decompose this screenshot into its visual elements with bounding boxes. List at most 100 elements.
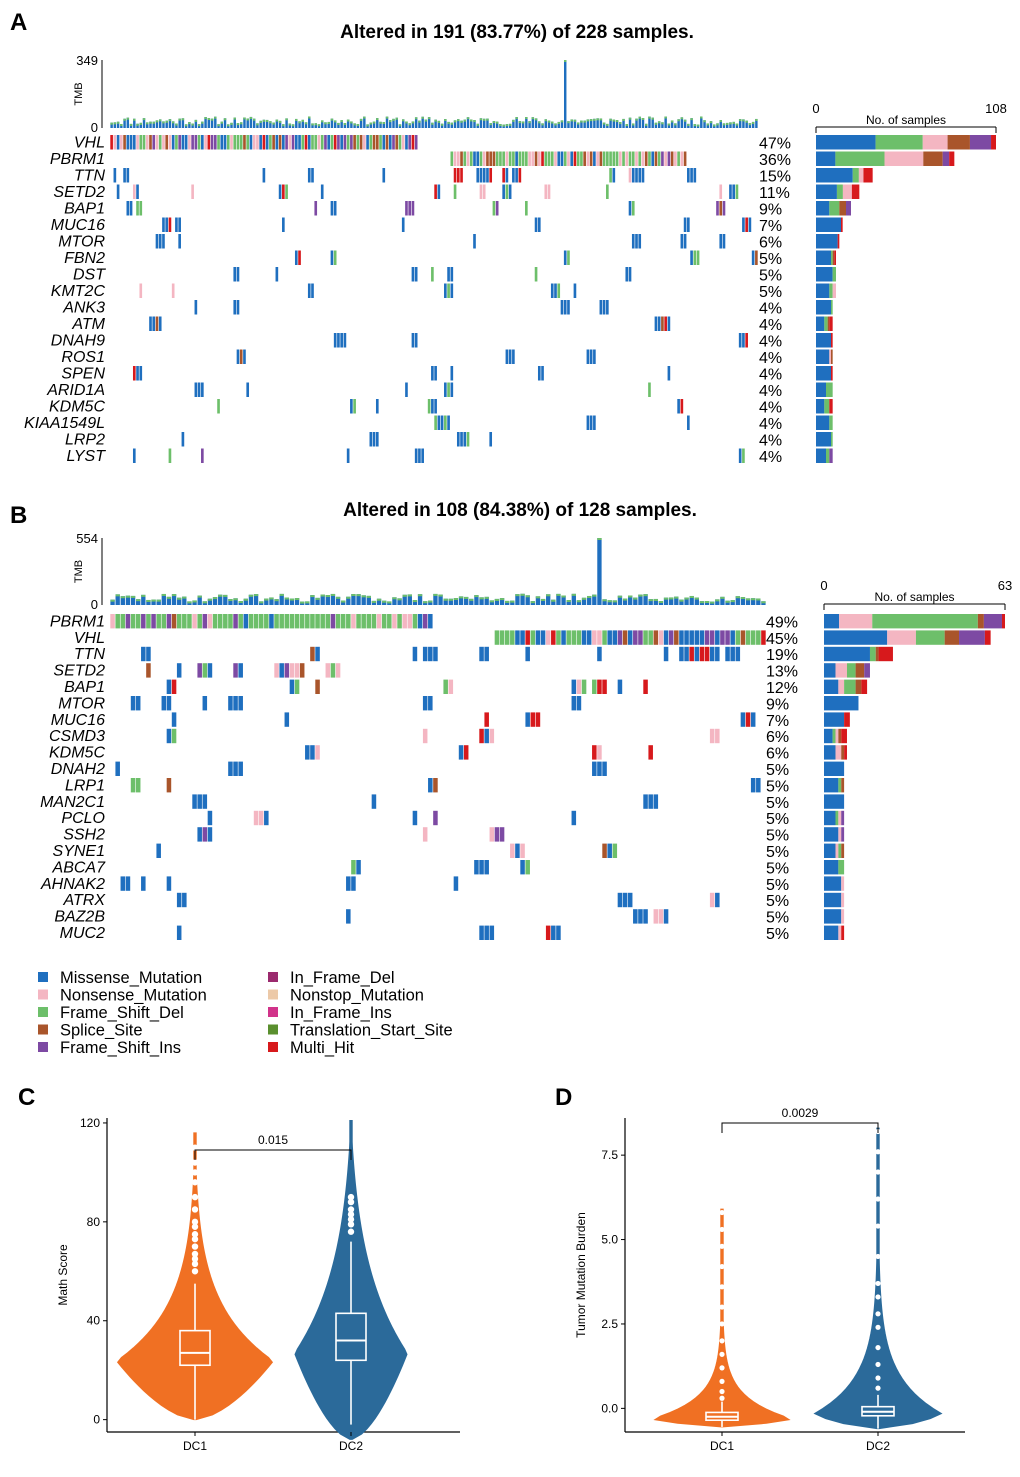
mutation-cell — [325, 663, 331, 678]
mutation-cell — [492, 201, 496, 216]
tmb-bar-cap — [476, 123, 479, 126]
mutation-cell — [162, 217, 165, 232]
sample-count-segment — [831, 366, 833, 381]
mutation-legend: Missense_MutationNonsense_MutationFrame_… — [38, 969, 453, 1057]
mutation-cell — [622, 630, 628, 645]
tmb-bar — [534, 118, 538, 128]
tmb-bar — [633, 597, 638, 605]
bar-axis-max: 108 — [985, 101, 1007, 116]
mutation-cell — [696, 250, 700, 265]
tmb-bar-cap — [130, 595, 136, 598]
sample-count-segment — [841, 909, 845, 924]
tmb-bar-cap — [171, 594, 177, 597]
tmb-bar — [324, 122, 327, 128]
tmb-bar-cap — [742, 119, 745, 122]
sample-count-segment — [841, 217, 843, 232]
mutation-cell — [489, 728, 495, 744]
tmb-bar-cap — [661, 122, 664, 125]
tmb-bar — [343, 123, 347, 128]
tmb-bar-cap — [761, 601, 766, 604]
tmb-bar — [521, 121, 525, 128]
tmb-bar — [376, 598, 382, 605]
tmb-bar — [648, 116, 651, 128]
x-tick-label: DC1 — [183, 1439, 207, 1453]
tmb-bar — [130, 595, 136, 605]
tmb-bar-cap — [233, 598, 238, 601]
mutation-cell — [535, 630, 541, 645]
tmb-bar-cap — [417, 594, 423, 597]
mutation-cell — [213, 135, 217, 150]
mutation-cell — [628, 267, 632, 282]
tmb-bar — [262, 119, 266, 128]
outlier-point — [191, 1268, 199, 1275]
mutation-cell — [361, 614, 366, 629]
mutation-cell — [223, 135, 227, 150]
mutation-cell — [638, 630, 643, 645]
tmb-bar — [619, 122, 622, 128]
tmb-bar — [564, 60, 567, 128]
mutation-cell — [602, 843, 607, 858]
mutation-cell — [745, 217, 748, 232]
mutation-cell — [628, 201, 632, 216]
mutation-cell — [453, 168, 457, 183]
tmb-bar — [175, 123, 178, 128]
tmb-bar — [321, 120, 324, 128]
tmb-bar — [389, 120, 392, 128]
mutation-cell — [129, 135, 133, 150]
mutation-cell — [540, 630, 546, 645]
sample-count-segment — [824, 909, 842, 924]
sample-count-segment — [838, 827, 842, 842]
y-tick-label: 40 — [87, 1314, 101, 1328]
tmb-bar — [457, 119, 460, 128]
mutation-cell — [375, 135, 379, 150]
mutation-cell — [233, 761, 238, 776]
gene-label: LRP2 — [65, 432, 105, 449]
mutation-cell — [525, 646, 530, 662]
mutation-cell — [654, 316, 658, 331]
gene-percent: 5% — [766, 860, 789, 877]
gene-label: SPEN — [61, 366, 105, 383]
tmb-bar — [223, 594, 228, 605]
gene-label: KDM5C — [49, 399, 105, 416]
mutation-cell — [192, 614, 197, 629]
mutation-cell — [346, 876, 351, 891]
outlier-point — [719, 1304, 725, 1310]
mutation-cell — [202, 663, 208, 678]
mutation-cell — [132, 366, 136, 381]
tmb-bar — [285, 118, 288, 128]
tmb-bar-cap — [593, 118, 596, 121]
sample-count-segment — [829, 415, 833, 430]
mutation-cell — [294, 663, 300, 678]
sample-count-segment — [824, 679, 839, 694]
tmb-bar — [664, 116, 667, 128]
mutation-cell — [120, 135, 123, 150]
tmb-bar-cap — [151, 599, 156, 602]
tmb-bar-cap — [187, 601, 192, 604]
mutation-cell — [440, 415, 444, 430]
tmb-bar — [278, 120, 282, 128]
mutation-cell — [525, 630, 530, 645]
tmb-bar-cap — [371, 600, 377, 603]
tmb-bar-cap — [314, 123, 317, 126]
tmb-bar-cap — [288, 123, 292, 126]
mutation-cell — [729, 184, 732, 199]
mutation-cell — [314, 201, 318, 216]
tmb-bar-cap — [679, 599, 684, 602]
tmb-bar — [204, 117, 207, 128]
tmb-bar — [709, 121, 713, 128]
outlier-point — [191, 1144, 199, 1151]
mutation-cell — [145, 135, 149, 150]
tmb-bar-cap — [423, 601, 428, 604]
tmb-bar-cap — [674, 123, 677, 126]
tmb-bar-cap — [571, 593, 576, 596]
mutation-cell — [463, 745, 469, 760]
tmb-bar-cap — [252, 118, 256, 121]
mutation-cell — [210, 135, 214, 150]
tmb-bar-cap — [554, 123, 557, 126]
mutation-cell — [246, 135, 250, 150]
mutation-cell — [515, 168, 518, 183]
mutation-cell — [155, 316, 159, 331]
sample-count-segment — [831, 349, 833, 364]
mutation-cell — [262, 168, 266, 183]
